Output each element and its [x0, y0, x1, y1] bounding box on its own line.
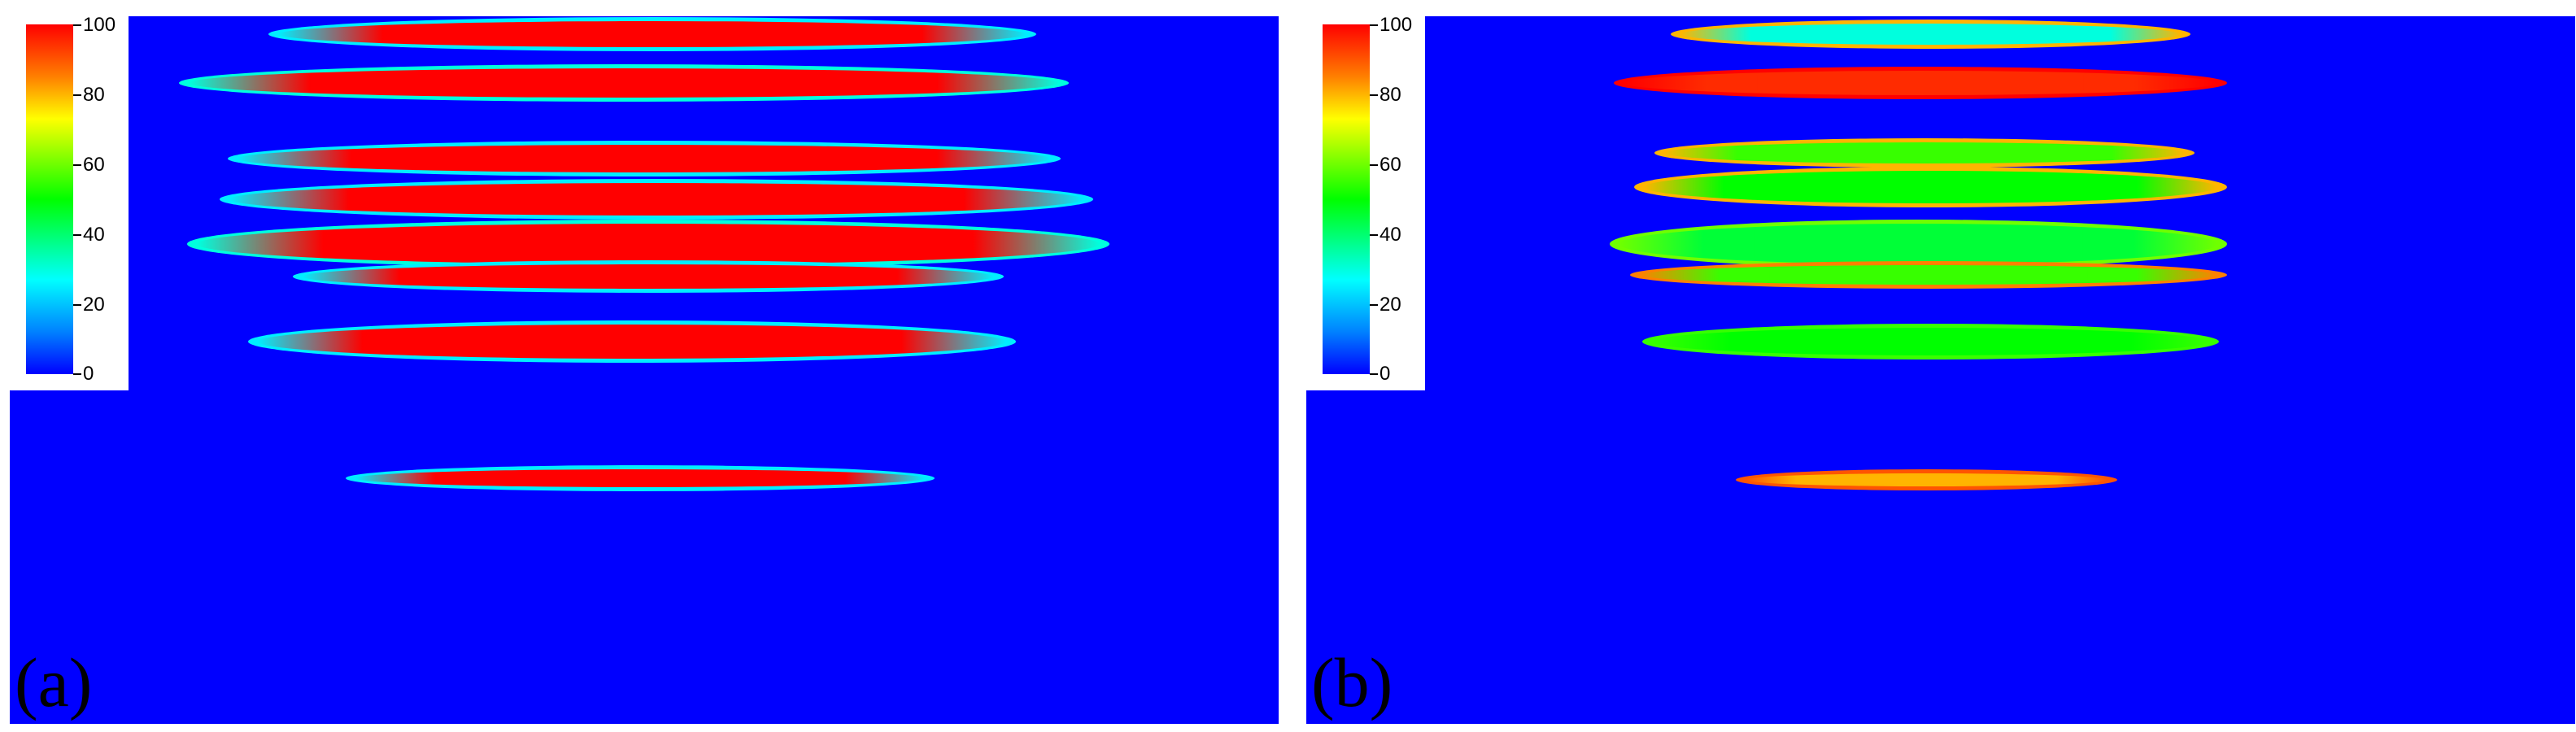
- fracture-layer-core: [399, 229, 897, 259]
- fracture-layer-core: [384, 72, 864, 94]
- fracture-layer-core: [1757, 74, 2084, 92]
- fracture-layer-core: [447, 24, 858, 44]
- colorbar-tick-label: 100: [1380, 16, 1413, 36]
- heatmap-plot-a: [179, 17, 1109, 491]
- colorbar-tick: [1370, 24, 1378, 26]
- colorbar-legend-a: 100 80 60 40 20 0: [10, 16, 129, 390]
- heatmap-panel-a: 100 80 60 40 20 0 (a): [10, 16, 1279, 724]
- fracture-layer-core: [1777, 332, 2084, 351]
- fracture-layer-core: [1769, 268, 2088, 282]
- colorbar-b: [1323, 24, 1370, 374]
- fracture-layer-core: [1772, 176, 2089, 198]
- colorbar-tick-label: 0: [1380, 363, 1391, 385]
- fracture-layer-core: [426, 329, 838, 354]
- panel-label-b: (b): [1311, 643, 1393, 721]
- fracture-layer-core: [421, 188, 891, 211]
- colorbar-tick: [1370, 304, 1378, 306]
- colorbar-tick: [73, 373, 81, 375]
- colorbar-tick-label: 60: [1380, 154, 1401, 176]
- colorbar-tick: [73, 304, 81, 306]
- panel-label-a: (a): [15, 643, 93, 721]
- fracture-layer-core: [1827, 475, 2026, 485]
- fracture-layer-core: [458, 268, 839, 285]
- fracture-layer-core: [1781, 145, 2068, 161]
- colorbar-tick: [1370, 164, 1378, 166]
- colorbar-tick-label: 0: [83, 363, 94, 385]
- colorbar-tick: [73, 94, 81, 96]
- fracture-layer-core: [1793, 26, 2068, 42]
- heatmap-panel-b: 100 80 60 40 20 0 (b): [1306, 16, 2575, 724]
- colorbar-tick-label: 80: [1380, 84, 1401, 106]
- fracture-layer-core: [483, 472, 797, 485]
- fracture-layer-core: [421, 149, 868, 168]
- colorbar-tick: [1370, 234, 1378, 236]
- colorbar-tick-label: 40: [83, 224, 105, 246]
- colorbar-tick-label: 60: [83, 154, 105, 176]
- colorbar-tick: [1370, 373, 1378, 375]
- colorbar-tick-label: 80: [83, 84, 105, 106]
- colorbar-a: [26, 24, 73, 374]
- colorbar-tick-label: 40: [1380, 224, 1401, 246]
- colorbar-tick-label: 20: [83, 294, 105, 316]
- colorbar-tick: [73, 24, 81, 26]
- heatmap-plot-b: [1610, 20, 2227, 490]
- fracture-layer-core: [1754, 229, 2083, 259]
- colorbar-tick-label: 100: [83, 16, 116, 36]
- colorbar-tick: [1370, 94, 1378, 96]
- colorbar-tick: [73, 234, 81, 236]
- colorbar-tick-label: 20: [1380, 294, 1401, 316]
- colorbar-legend-b: 100 80 60 40 20 0: [1306, 16, 1425, 390]
- colorbar-tick: [73, 164, 81, 166]
